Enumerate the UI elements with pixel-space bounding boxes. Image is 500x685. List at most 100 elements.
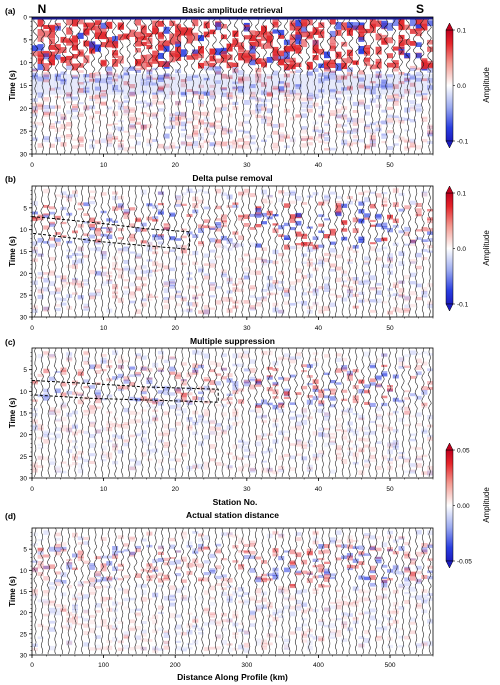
panel-label: (d)	[5, 511, 16, 521]
x-axis-label: Distance Along Profile (km)	[177, 672, 288, 682]
x-tick-label: 10	[100, 162, 108, 169]
y-tick-label: 25	[20, 454, 28, 461]
x-axis: 0 100 200 300 400 500	[30, 655, 434, 669]
x-tick-label: 50	[386, 325, 394, 332]
y-axis-label: Time (s)	[8, 70, 17, 101]
top-marker-bar	[32, 17, 433, 20]
x-axis: 0 10 20 30 40 50	[30, 317, 434, 332]
colorbar-tick-label: -0.1	[457, 301, 469, 308]
x-tick-label: 500	[385, 662, 396, 669]
colorbar-bottom-arrow-icon	[445, 303, 454, 312]
plot-area	[32, 348, 433, 478]
y-tick-label: 30	[20, 315, 28, 322]
x-axis: 0 10 20 30 40 50	[30, 478, 434, 493]
x-tick-label: 30	[243, 162, 251, 169]
x-tick-label: 10	[100, 325, 108, 332]
colorbar-tick-label: 0.1	[457, 190, 466, 197]
seismic-traces	[32, 16, 432, 154]
y-tick-label: 10	[20, 60, 28, 67]
y-tick-label: 30	[20, 476, 28, 483]
panel-title: Basic amplitude retrieval	[182, 5, 283, 15]
colorbar-tick-label: 0.0	[457, 246, 466, 253]
colorbar-tick-label: 0.0	[457, 83, 466, 90]
south-marker: S	[416, 2, 424, 16]
dashed-annotation-outline	[31, 216, 190, 250]
colorbar: 0.1 0.0 -0.1 Amplitude	[445, 22, 491, 149]
y-tick-label: 20	[20, 106, 28, 113]
station-number-label: Station No.	[213, 497, 258, 507]
y-tick-label: 15	[20, 411, 28, 418]
colorbar-tick-label: 0.00	[457, 503, 470, 510]
colorbar: 0.1 0.0 -0.1 Amplitude	[445, 185, 491, 312]
y-tick-label: 5	[23, 547, 27, 554]
colorbar-label: Amplitude	[482, 230, 491, 266]
y-axis-label: Time (s)	[8, 397, 17, 428]
colorbar-bottom-arrow-icon	[445, 560, 454, 569]
y-tick-label: 0	[23, 15, 27, 22]
x-tick-label: 30	[243, 325, 251, 332]
x-tick-label: 0	[30, 662, 34, 669]
panel-label: (b)	[5, 174, 16, 184]
x-tick-label: 0	[30, 162, 34, 169]
panel-title: Actual station distance	[186, 510, 279, 520]
colorbar-label: Amplitude	[482, 67, 491, 103]
y-axis: 5 10 15 20 25 30	[20, 531, 32, 660]
y-tick-label: 20	[20, 432, 28, 439]
colorbar-label: Amplitude	[482, 487, 491, 523]
y-tick-label: 15	[20, 589, 28, 596]
colorbar-top-arrow-icon	[445, 185, 454, 194]
panel-label: (a)	[5, 6, 16, 16]
y-tick-label: 20	[20, 610, 28, 617]
panel-title: Delta pulse removal	[192, 173, 272, 183]
x-tick-label: 200	[170, 662, 181, 669]
seismic-traces	[33, 527, 432, 655]
x-tick-label: 40	[315, 486, 323, 493]
y-axis-label: Time (s)	[8, 576, 17, 607]
amplitude-patches	[31, 530, 434, 653]
y-tick-label: 15	[20, 83, 28, 90]
y-tick-label: 20	[20, 271, 28, 278]
amplitude-patches	[31, 188, 434, 315]
y-axis-label: Time (s)	[8, 236, 17, 267]
plot-area	[32, 528, 433, 655]
y-tick-label: 5	[23, 205, 27, 212]
colorbar-bottom-arrow-icon	[445, 140, 454, 149]
x-axis: 0 10 20 30 40 50	[30, 154, 434, 169]
y-tick-label: 25	[20, 631, 28, 638]
x-tick-label: 100	[98, 662, 109, 669]
colorbar-tick-label: -0.1	[457, 138, 469, 145]
panel-label: (c)	[5, 337, 16, 347]
y-tick-label: 5	[23, 37, 27, 44]
x-tick-label: 300	[241, 662, 252, 669]
plot-area	[32, 186, 433, 317]
y-axis: 5 10 15 20 25 30	[20, 352, 32, 483]
seismic-traces	[33, 347, 432, 478]
x-tick-label: 20	[172, 162, 180, 169]
seismic-traces	[33, 185, 432, 317]
colorbar: 0.05 0.00 -0.05 Amplitude	[445, 442, 491, 569]
x-tick-label: 0	[30, 486, 34, 493]
x-tick-label: 50	[386, 486, 394, 493]
y-tick-label: 15	[20, 249, 28, 256]
panel-3: 5 10 15 20 25 30 0 10 20 30 40 50 Time (s) Multiple s…	[5, 336, 434, 507]
x-tick-label: 50	[386, 162, 394, 169]
y-tick-label: 30	[20, 653, 28, 660]
y-tick-label: 5	[23, 367, 27, 374]
y-tick-label: 10	[20, 389, 28, 396]
y-tick-label: 10	[20, 227, 28, 234]
x-tick-label: 20	[172, 486, 180, 493]
y-tick-label: 10	[20, 568, 28, 575]
x-tick-label: 40	[315, 162, 323, 169]
x-tick-label: 0	[30, 325, 34, 332]
y-axis: 0 5 10 15 20 25 30	[20, 15, 32, 159]
colorbar-tick-label: -0.05	[457, 558, 472, 565]
x-tick-label: 30	[243, 486, 251, 493]
dashed-annotation-outline	[31, 379, 219, 403]
colorbar-tick-label: 0.05	[457, 447, 470, 454]
panel-title: Multiple suppression	[190, 336, 275, 346]
y-axis: 5 10 15 20 25 30	[20, 190, 32, 322]
x-tick-label: 40	[315, 325, 323, 332]
y-tick-label: 30	[20, 152, 28, 159]
